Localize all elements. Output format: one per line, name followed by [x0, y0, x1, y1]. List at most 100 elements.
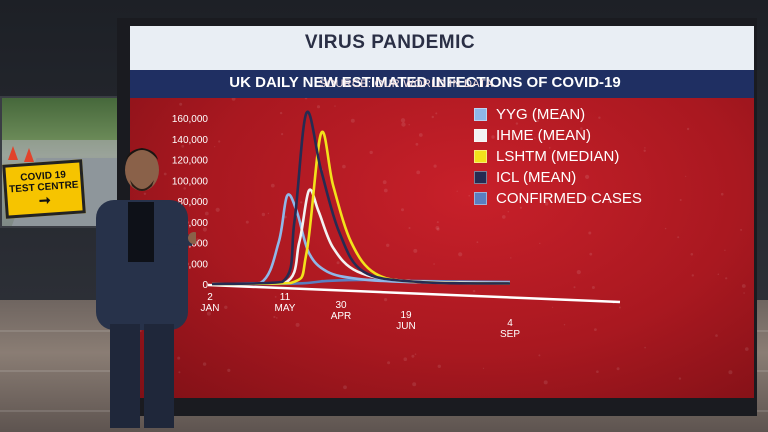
background-dot [215, 207, 220, 212]
y-tick-label: 120,000 [172, 156, 209, 167]
series-line-lshtm-median [211, 130, 511, 286]
y-tick-label: 160,000 [172, 114, 209, 125]
background-dot [416, 170, 421, 175]
presenter-hand [188, 232, 196, 244]
background-dot [476, 241, 479, 244]
background-dot [182, 159, 185, 162]
background-dot [414, 353, 417, 355]
background-dot [382, 180, 387, 185]
background-dot [433, 263, 435, 265]
background-dot [227, 368, 231, 372]
background-dot [408, 227, 411, 229]
background-dot [403, 357, 408, 362]
x-tick-label-top: 2 [207, 292, 213, 303]
background-dot [544, 202, 549, 206]
background-dot [685, 175, 687, 177]
background-dot [183, 187, 186, 190]
series-line-icl-mean [211, 110, 511, 286]
x-tick-label-bottom: JUN [396, 321, 415, 332]
background-dot [589, 252, 593, 256]
line-chart: 0 20,000 40,000 60,000 80,000 100,000 120,000 1… [130, 98, 749, 390]
background-dot [276, 317, 278, 319]
legend-label: IHME (MEAN) [496, 127, 591, 144]
legend-label: YYG (MEAN) [496, 106, 586, 123]
x-tick-label-bottom: MAY [275, 303, 296, 314]
background-dot [686, 127, 690, 131]
background-dot [206, 311, 211, 316]
presenter-arm [166, 230, 194, 246]
background-dot [576, 270, 581, 275]
background-dot [533, 137, 536, 140]
presenter-right-leg [144, 324, 174, 428]
background-dot [316, 105, 321, 109]
background-dot [482, 367, 485, 369]
background-dot [608, 200, 611, 204]
background-dot [384, 298, 388, 302]
x-tick-label-bottom: SEP [500, 329, 520, 340]
presenter-beard [130, 180, 154, 191]
background-dot [334, 105, 336, 107]
background-dot [578, 192, 580, 194]
x-tick-label-bottom: APR [331, 311, 352, 322]
background-dot [163, 172, 167, 176]
background-dot [204, 211, 209, 216]
background-dot [538, 354, 541, 357]
background-dot [437, 364, 441, 368]
background-dot [598, 116, 601, 119]
page-title: VIRUS PANDEMIC [304, 32, 476, 53]
presenter-head [125, 149, 159, 191]
legend-swatch [474, 171, 487, 184]
presenter-left-leg [110, 324, 140, 428]
background-dot [543, 380, 548, 385]
background-dot [274, 296, 277, 298]
background-dot [350, 118, 355, 123]
background-dot [177, 356, 181, 360]
traffic-cone-icon [24, 148, 34, 162]
background-dot [184, 201, 187, 204]
background-dot [548, 147, 551, 149]
x-tick-label-bottom: JAN [201, 303, 220, 314]
background-dot [580, 127, 583, 130]
x-tick-label-top: 11 [280, 292, 291, 303]
series-lines [211, 110, 511, 286]
background-dot [224, 305, 228, 309]
background-dot [545, 180, 548, 182]
background-dot [300, 201, 303, 204]
background-dot [433, 164, 437, 168]
background-dot [196, 238, 199, 241]
background-dot [267, 212, 270, 215]
y-tick-label: 100,000 [172, 176, 209, 187]
background-dot [386, 243, 390, 247]
background-dot [728, 370, 733, 375]
background-dot [143, 192, 147, 195]
background-dot [745, 347, 749, 351]
background-dot [573, 286, 576, 289]
background-dot [515, 122, 519, 125]
background-dot [644, 147, 646, 149]
background-dot [342, 164, 346, 169]
legend-label: CONFIRMED CASES [496, 190, 642, 207]
legend-swatch [474, 129, 487, 142]
background-dot [411, 354, 415, 358]
y-tick-label: 40,000 [177, 239, 208, 250]
presenter-jacket [96, 200, 188, 330]
background-dot [343, 385, 347, 390]
background-dot [456, 190, 458, 192]
background-dot [596, 370, 599, 374]
background-dot [231, 98, 236, 101]
background-dot [691, 274, 694, 277]
background-dot [218, 140, 221, 143]
background-dot [507, 211, 509, 213]
background-dot [519, 206, 522, 209]
background-dot [401, 208, 404, 212]
test-centre-sign: COVID 19 TEST CENTRE ➞ [2, 159, 86, 219]
background-dot [678, 377, 682, 380]
background-dot [261, 212, 266, 217]
background-dot [563, 324, 566, 326]
background-dot [510, 257, 512, 259]
chart-subtitle: UK DAILY NEW ESTIMATED INFECTIONS OF COV… [229, 74, 621, 91]
x-axis-line [207, 283, 621, 304]
background-dot [431, 115, 434, 119]
background-dot [644, 346, 646, 349]
background-dot [502, 215, 506, 219]
